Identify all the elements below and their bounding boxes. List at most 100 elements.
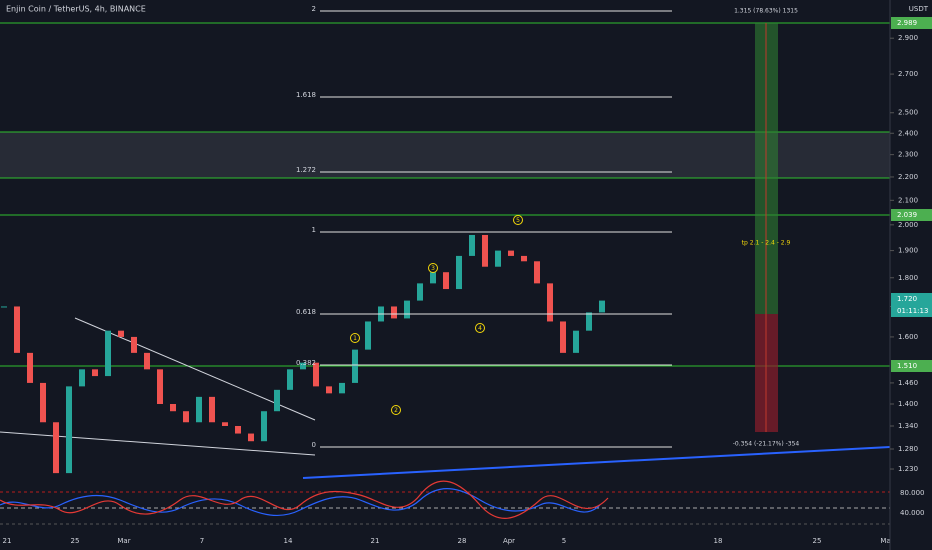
candle xyxy=(417,283,423,301)
wave-marker xyxy=(350,333,360,343)
candle xyxy=(365,321,371,350)
price-axis-panel xyxy=(890,0,932,550)
price-tag: 2.989 xyxy=(897,19,917,27)
stop-label: -0.354 (-21.17%) -354 xyxy=(733,441,800,448)
price-tick-label: 1.600 xyxy=(898,333,918,341)
price-tick-label: 1.900 xyxy=(898,247,918,255)
time-tick-label: 18 xyxy=(714,537,723,545)
time-tick-label: 28 xyxy=(458,537,467,545)
wave-label: 3 xyxy=(431,265,435,272)
candle xyxy=(443,272,449,290)
price-tick-label: 1.400 xyxy=(898,400,918,408)
price-tick-label: 2.400 xyxy=(898,129,918,137)
candle xyxy=(274,389,280,412)
price-tick-label: 1.800 xyxy=(898,274,918,282)
time-axis: 21 25 Mar 7 14 21 28 Apr 5 18 25 Mar xyxy=(3,537,894,545)
candle xyxy=(586,312,592,331)
fib-label: 0.618 xyxy=(296,308,316,316)
price-tick-label: 2.100 xyxy=(898,196,918,204)
candle xyxy=(560,321,566,353)
candle xyxy=(144,352,150,370)
price-tag: 2.039 xyxy=(897,211,917,219)
tp-label: tp 2.1 - 2.4 - 2.9 xyxy=(742,240,791,247)
time-tick-label: 21 xyxy=(371,537,380,545)
candle xyxy=(352,349,358,383)
wave-label: 2 xyxy=(394,407,398,414)
price-tag: 1.720 xyxy=(897,295,917,303)
candle xyxy=(508,250,514,256)
fib-label: 0.382 xyxy=(296,359,316,367)
price-tag: 1.510 xyxy=(897,362,917,370)
price-tick-label: 2.900 xyxy=(898,34,918,42)
price-tags: 2.989 2.039 1.720 01:11:13 1.510 xyxy=(891,17,932,372)
price-tag-bg xyxy=(891,209,932,221)
candle xyxy=(1,306,7,308)
candle xyxy=(53,422,59,474)
fib-label: 0 xyxy=(312,441,316,449)
candle xyxy=(14,306,20,353)
horizontal-levels xyxy=(0,22,890,367)
candle xyxy=(92,369,98,377)
wave-marker xyxy=(513,215,523,225)
candle xyxy=(183,411,189,423)
candle xyxy=(131,336,137,353)
price-tag-bg xyxy=(891,17,932,29)
candle xyxy=(430,272,436,284)
candle xyxy=(209,396,215,423)
price-tick-label: 2.500 xyxy=(898,109,918,117)
wave-marker xyxy=(391,405,401,415)
candle xyxy=(521,255,527,262)
candle xyxy=(469,234,475,256)
time-tick-label: 21 xyxy=(3,537,12,545)
candle xyxy=(222,422,228,426)
candle xyxy=(248,433,254,442)
wedge-line xyxy=(0,431,316,456)
candle xyxy=(391,306,397,319)
time-tick-label: 25 xyxy=(813,537,822,545)
candle xyxy=(300,362,306,370)
oscillator-line xyxy=(0,480,609,519)
candles xyxy=(1,234,605,474)
candle xyxy=(157,369,163,404)
trend-line xyxy=(302,446,891,479)
candle xyxy=(404,300,410,319)
wave-label: 5 xyxy=(516,217,520,224)
candle xyxy=(196,396,202,423)
candle xyxy=(170,403,176,412)
price-tick-label: 1.340 xyxy=(898,422,918,430)
fib-label: 1.272 xyxy=(296,166,316,174)
candle xyxy=(456,255,462,290)
candle xyxy=(534,261,540,284)
fib-levels: 2 1.618 1.272 1 0.618 0.382 0 xyxy=(296,5,672,449)
price-tick-label: 2.200 xyxy=(898,173,918,181)
candle xyxy=(235,425,241,434)
osc-tick: 40.000 xyxy=(900,509,925,517)
price-tick-label: 1.230 xyxy=(898,465,918,473)
price-tag-bg xyxy=(891,305,932,317)
candle xyxy=(27,352,33,383)
candle xyxy=(326,386,332,394)
price-tick-label: 2.700 xyxy=(898,70,918,78)
candle xyxy=(495,250,501,267)
time-tick-label: 5 xyxy=(562,537,566,545)
candle xyxy=(261,411,267,442)
price-tick-label: 2.300 xyxy=(898,151,918,159)
price-tag-bg xyxy=(891,360,932,372)
candle xyxy=(547,283,553,322)
candle xyxy=(599,300,605,313)
time-tick-label: Mar xyxy=(880,537,893,545)
time-tick-label: Mar xyxy=(117,537,130,545)
candle xyxy=(105,330,111,377)
target-label: 1.315 (78.63%) 1315 xyxy=(734,8,798,15)
candle xyxy=(79,369,85,387)
candle xyxy=(313,362,319,387)
header-title: Enjin Coin / TetherUS, 4h, BINANCE xyxy=(6,5,146,14)
price-tick-label: 1.460 xyxy=(898,379,918,387)
candle xyxy=(573,330,579,353)
wave-marker xyxy=(475,323,485,333)
candle xyxy=(66,386,72,474)
oscillator-line xyxy=(0,488,601,516)
wave-marker xyxy=(428,263,438,273)
